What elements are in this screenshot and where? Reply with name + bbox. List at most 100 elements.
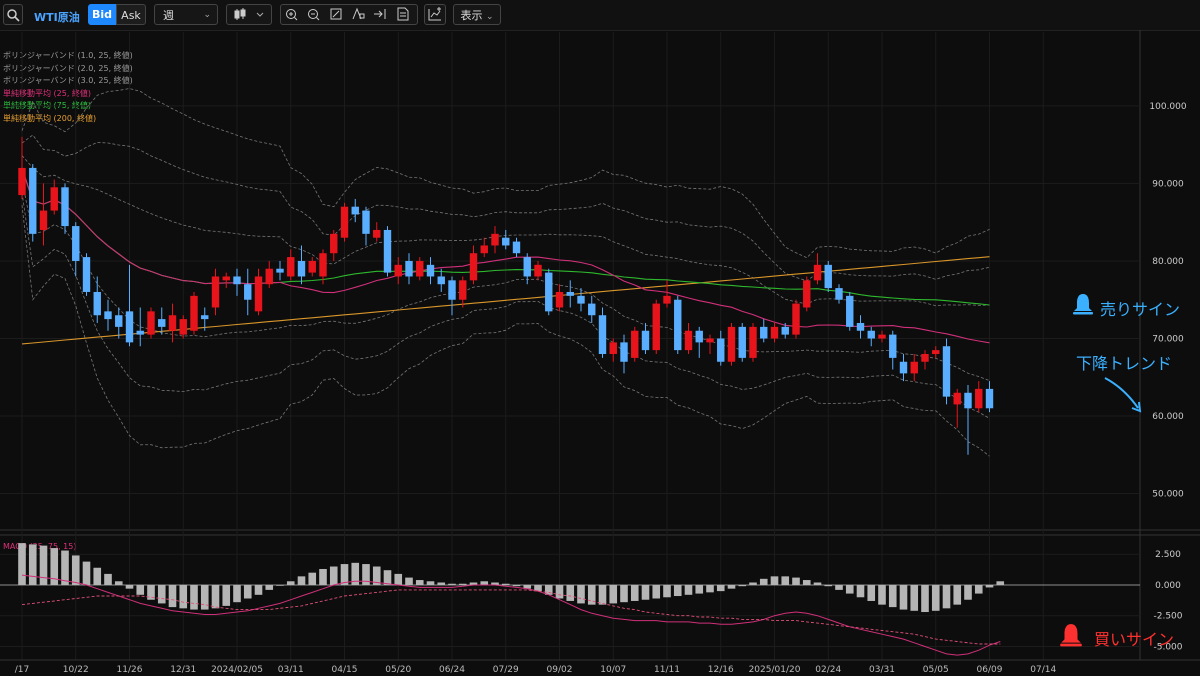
macd-histogram-bar: [71, 555, 80, 585]
chart-area[interactable]: /17 10/22 11/26 12/31 2024/02/05 03/11 04/15 05…: [0, 30, 1200, 676]
candle-down: [577, 295, 585, 304]
macd-histogram-bar: [716, 584, 725, 592]
macd-histogram-bar: [82, 561, 91, 585]
candle-down: [158, 319, 166, 327]
candle-up: [813, 264, 822, 281]
macd-histogram-bar: [888, 584, 897, 608]
candle-down: [448, 280, 456, 300]
x-tick-label: 11/11: [654, 665, 680, 675]
candle-down: [523, 257, 531, 277]
macd-tick-label: -5.000: [1153, 642, 1182, 652]
candle-down: [276, 268, 284, 273]
x-tick-label: 10/07: [600, 665, 626, 675]
candle-up: [459, 280, 467, 300]
legend-item: ボリンジャーバンド (3.0, 25, 終値): [3, 76, 133, 86]
candle-down: [351, 206, 359, 215]
tool-group: [280, 4, 418, 25]
candle-down: [641, 330, 650, 351]
bollinger-band-lower-2: [21, 192, 990, 419]
macd-histogram-bar: [835, 584, 843, 590]
y-tick-label: 50.000: [1152, 490, 1184, 500]
legend-item: ボリンジャーバンド (1.0, 25, 終値): [3, 51, 133, 60]
macd-histogram-bar: [802, 580, 811, 585]
macd-histogram-bar: [749, 582, 757, 585]
macd-histogram-bar: [448, 583, 456, 585]
toolbar: WTI原油 Bid Ask 週 ⌄ 表示 ⌄: [0, 0, 1200, 31]
x-tick-label: 06/24: [439, 665, 465, 675]
x-tick-label: 12/31: [170, 665, 196, 675]
zoom-in-icon[interactable]: [286, 9, 298, 21]
macd-tick-label: 0.000: [1155, 581, 1181, 591]
candle-up: [254, 276, 263, 312]
macd-histogram-bar: [18, 543, 26, 585]
display-label: 表示: [460, 9, 483, 22]
macd-histogram-bar: [910, 584, 919, 611]
jump-latest-icon[interactable]: [374, 9, 386, 19]
crosshair-lock-icon[interactable]: [352, 7, 365, 20]
period-select[interactable]: 週 ⌄: [154, 4, 218, 25]
display-menu-button[interactable]: 表示 ⌄: [453, 4, 501, 25]
indicator-button[interactable]: [424, 4, 446, 25]
candle-down: [695, 330, 703, 343]
candlestick-icon: [234, 8, 264, 20]
candle-up: [319, 253, 327, 277]
candle-down: [233, 276, 241, 285]
candle-up: [168, 315, 177, 331]
macd-histogram-bar: [168, 584, 177, 608]
bollinger-band-lower-1: [21, 180, 990, 381]
candle-down: [82, 257, 91, 292]
candle-down: [426, 264, 435, 277]
macd-histogram-bar: [813, 582, 822, 585]
macd-histogram-bar: [147, 584, 155, 600]
y-tick-label: 90.000: [1152, 179, 1184, 189]
macd-histogram-bar: [695, 584, 704, 594]
symbol-name[interactable]: WTI原油: [34, 11, 80, 24]
x-tick-label: 2024/02/05: [211, 665, 263, 675]
macd-histogram-bar: [114, 581, 123, 585]
macd-histogram-bar: [684, 584, 693, 595]
macd-histogram-bar: [351, 562, 360, 585]
fit-icon[interactable]: [330, 8, 342, 20]
candle-up: [749, 326, 757, 358]
downtrend-label: 下降トレンド: [1076, 354, 1173, 373]
macd-histogram-bar: [996, 581, 1005, 585]
candle-down: [72, 226, 80, 261]
candle-up: [684, 330, 693, 351]
document-icon[interactable]: [397, 7, 409, 21]
candle-up: [663, 295, 671, 304]
macd-histogram-bar: [211, 584, 220, 609]
search-button[interactable]: [3, 4, 23, 25]
macd-histogram-bar: [415, 580, 424, 585]
candle-down: [867, 330, 875, 339]
macd-histogram-bar: [437, 582, 446, 585]
chart-type-select[interactable]: [226, 4, 272, 25]
x-tick-label: /17: [15, 665, 29, 675]
macd-histogram-bar: [491, 582, 499, 585]
zoom-out-icon[interactable]: [308, 9, 320, 21]
macd-histogram-bar: [673, 584, 682, 597]
macd-histogram-bar: [985, 584, 994, 588]
macd-histogram-bar: [566, 584, 575, 601]
macd-histogram-bar: [458, 583, 467, 585]
bell-icon: [1072, 292, 1094, 320]
macd-histogram-bar: [93, 567, 102, 585]
bid-toggle[interactable]: Bid: [88, 4, 116, 25]
candle-up: [287, 257, 295, 277]
candle-down: [437, 276, 445, 285]
candle-down: [985, 388, 994, 409]
candle-down: [136, 330, 144, 335]
candle-up: [147, 311, 155, 335]
macd-histogram-bar: [598, 584, 607, 605]
candle-up: [18, 167, 26, 196]
macd-histogram-bar: [501, 583, 510, 585]
macd-histogram-bar: [523, 584, 532, 589]
macd-histogram-bar: [792, 577, 800, 585]
macd-histogram-bar: [254, 584, 263, 595]
candle-up: [975, 388, 983, 409]
macd-histogram-bar: [319, 568, 327, 585]
candle-up: [878, 334, 886, 339]
macd-histogram-bar: [50, 548, 59, 585]
ask-toggle[interactable]: Ask: [116, 4, 146, 25]
macd-histogram-bar: [104, 573, 112, 585]
x-tick-label: 07/14: [1030, 665, 1056, 675]
